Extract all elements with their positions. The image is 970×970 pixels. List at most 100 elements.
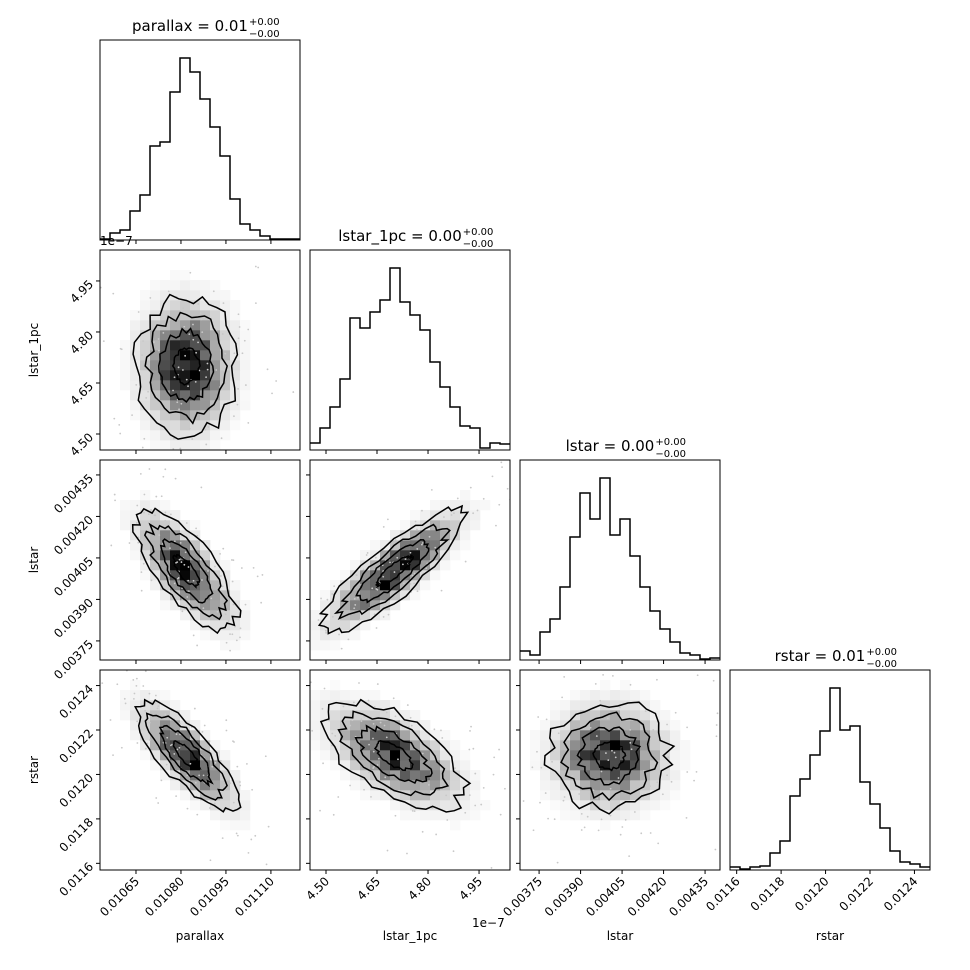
histogram-bin (340, 379, 350, 450)
density-cell (200, 630, 211, 641)
sample-point (183, 325, 186, 328)
density-cell (170, 400, 181, 411)
sample-point (428, 783, 430, 786)
sample-point (376, 764, 379, 766)
density-cell (450, 780, 461, 791)
sample-point (410, 724, 413, 727)
density-cell (210, 750, 221, 761)
density-cell (130, 410, 141, 421)
density-cell (320, 720, 331, 731)
sample-point (149, 297, 152, 299)
sample-point (373, 706, 376, 708)
sample-point (611, 675, 614, 677)
x-tick-label: 4.80 (405, 874, 434, 903)
density-cell (150, 380, 161, 391)
density-cell (310, 640, 321, 651)
density-cell (430, 760, 441, 771)
density-cell (570, 700, 581, 711)
panel-frame (519, 459, 721, 661)
panel-frame (99, 249, 301, 451)
density-cell (160, 730, 171, 741)
sample-point (120, 746, 123, 749)
x-tick-label: 4.50 (303, 874, 332, 903)
density-cell (200, 740, 211, 751)
density-cell (140, 710, 151, 721)
density-cell (460, 500, 471, 511)
sample-point (110, 544, 113, 547)
density-cell (130, 360, 141, 371)
density-cell (450, 750, 461, 761)
histogram-step-line (310, 267, 510, 449)
y-tick-label: 0.00420 (51, 513, 96, 558)
density-cell (160, 530, 171, 541)
density-cell (150, 330, 161, 341)
y-tick-label: 4.95 (67, 277, 96, 306)
density-cell (600, 820, 611, 831)
x-axis-label-lstar: lstar (607, 929, 634, 943)
panel-title-lower-error: −0.00 (249, 29, 280, 40)
panel-content (310, 267, 510, 450)
density-cell (200, 400, 211, 411)
sample-point (614, 756, 617, 759)
sample-point (137, 311, 140, 313)
density-cell (230, 350, 241, 361)
density-cell (140, 740, 151, 751)
density-cell (650, 800, 661, 811)
density-cell (470, 780, 481, 791)
density-cell (140, 550, 151, 561)
density-cell (210, 400, 221, 411)
density-cell (440, 760, 451, 771)
density-cell (200, 600, 211, 611)
sample-point (173, 437, 175, 440)
contour-level-2 (158, 724, 214, 788)
density-cell (240, 620, 251, 631)
sample-point (135, 383, 138, 386)
sample-point (355, 574, 358, 576)
density-cell (390, 710, 401, 721)
density-cell (390, 700, 401, 711)
sample-point (431, 807, 434, 810)
sample-point (389, 561, 391, 564)
density-cell (130, 340, 141, 351)
sample-point (148, 692, 151, 695)
density-cell (410, 710, 421, 721)
density-cell (190, 380, 201, 391)
x-tick-label: 0.01080 (142, 874, 187, 919)
sample-point (413, 810, 416, 813)
density-cell (360, 620, 371, 631)
sample-point (183, 563, 186, 566)
sample-point (239, 784, 242, 787)
density-cell (350, 710, 361, 721)
sample-point (210, 597, 213, 600)
density-cell (180, 730, 191, 741)
density-cell (120, 370, 131, 381)
density-cell (230, 590, 241, 601)
density-cell (150, 290, 161, 301)
density-cell (350, 720, 361, 731)
contour-level-3 (333, 523, 451, 621)
sample-point (349, 784, 351, 787)
density-cell (610, 800, 621, 811)
density-cell (660, 760, 671, 771)
panel-frame (99, 669, 301, 871)
density-cell (220, 420, 231, 431)
density-cell (240, 810, 251, 821)
histogram-panel-lstar_1pc: lstar_1pc = 0.00 +0.00−0.00 (309, 227, 511, 454)
sample-point (192, 579, 195, 582)
sample-point (406, 852, 408, 855)
density-cell (390, 570, 401, 581)
sample-point (354, 604, 357, 606)
density-cell (140, 370, 151, 381)
density-cell (220, 380, 231, 391)
density-cell (590, 740, 601, 751)
sample-point (279, 681, 281, 683)
density-cell (240, 360, 251, 371)
histogram-bin (140, 195, 150, 240)
density-cell (440, 750, 451, 761)
sample-point (372, 737, 374, 740)
density-cell (160, 600, 171, 611)
density-cell (190, 610, 201, 621)
density-cell (160, 350, 171, 361)
density-cell (620, 780, 631, 791)
density-cell (360, 690, 371, 701)
